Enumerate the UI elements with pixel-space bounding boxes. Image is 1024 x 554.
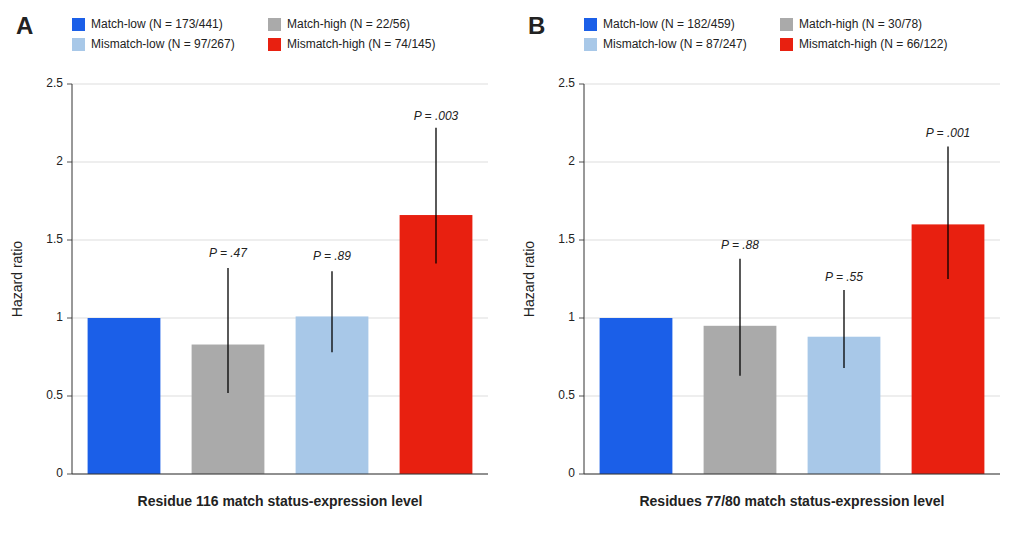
legend-swatch bbox=[780, 38, 793, 51]
y-tick-label: 1.5 bbox=[558, 232, 575, 246]
panel: 0 0.5 1 1.5 2 2.5 P = .47 P = .89 P = .003 Residu… bbox=[9, 12, 488, 509]
grid-line bbox=[72, 474, 488, 475]
panel: 0 0.5 1 1.5 2 2.5 P = .88 P = .55 P = .001 Residu… bbox=[521, 12, 1000, 509]
legend-label: Match-high (N = 30/78) bbox=[799, 17, 922, 31]
y-tick-label: 0.5 bbox=[558, 388, 575, 402]
legend-swatch bbox=[72, 38, 85, 51]
legend-swatch bbox=[780, 18, 793, 31]
y-axis-label: Hazard ratio bbox=[9, 241, 25, 317]
y-tick bbox=[579, 84, 584, 85]
y-tick-label: 2 bbox=[56, 154, 63, 168]
y-tick-label: 1 bbox=[56, 310, 63, 324]
p-value-label: P = .55 bbox=[825, 270, 863, 284]
legend-label: Mismatch-high (N = 74/145) bbox=[287, 37, 435, 51]
grid-line bbox=[584, 474, 1000, 475]
grid-line bbox=[72, 84, 488, 85]
legend-label: Mismatch-low (N = 87/247) bbox=[603, 37, 747, 51]
y-tick bbox=[67, 84, 72, 85]
panel-label: B bbox=[528, 12, 545, 39]
error-bar bbox=[739, 259, 740, 376]
legend: Match-low (N = 182/459) Match-high (N = 3… bbox=[584, 17, 947, 51]
p-value-label: P = .88 bbox=[721, 238, 759, 252]
legend-label: Match-high (N = 22/56) bbox=[287, 17, 410, 31]
legend-swatch bbox=[72, 18, 85, 31]
p-value-label: P = .47 bbox=[209, 246, 248, 260]
bar bbox=[600, 318, 673, 474]
p-value-label: P = .89 bbox=[313, 249, 351, 263]
y-tick bbox=[67, 240, 72, 241]
legend-swatch bbox=[584, 38, 597, 51]
y-axis bbox=[584, 84, 585, 474]
y-tick bbox=[67, 318, 72, 319]
x-axis bbox=[72, 474, 488, 475]
error-bar bbox=[947, 146, 948, 279]
legend-label: Mismatch-low (N = 97/267) bbox=[91, 37, 235, 51]
y-tick bbox=[579, 318, 584, 319]
error-bar bbox=[435, 128, 436, 264]
y-tick-label: 1.5 bbox=[46, 232, 63, 246]
y-axis bbox=[72, 84, 73, 474]
legend: Match-low (N = 173/441) Match-high (N = 2… bbox=[72, 17, 435, 51]
bar bbox=[88, 318, 161, 474]
y-tick-label: 2.5 bbox=[46, 76, 63, 90]
y-tick-label: 0.5 bbox=[46, 388, 63, 402]
p-value-label: P = .003 bbox=[414, 109, 459, 123]
p-value-label: P = .001 bbox=[926, 126, 971, 140]
grid-line bbox=[584, 162, 1000, 163]
legend-swatch bbox=[584, 18, 597, 31]
y-tick bbox=[579, 396, 584, 397]
y-tick-label: 1 bbox=[568, 310, 575, 324]
y-tick bbox=[579, 240, 584, 241]
chart-canvas: 0 0.5 1 1.5 2 2.5 P = .47 P = .89 P = .003 Residu… bbox=[0, 0, 1024, 554]
y-tick bbox=[67, 162, 72, 163]
y-tick-label: 0 bbox=[56, 466, 63, 480]
y-tick bbox=[579, 162, 584, 163]
x-axis-label: Residues 77/80 match status-expression l… bbox=[639, 493, 944, 509]
grid-line bbox=[584, 84, 1000, 85]
grid-line bbox=[72, 162, 488, 163]
y-tick-label: 0 bbox=[568, 466, 575, 480]
y-axis-label: Hazard ratio bbox=[521, 241, 537, 317]
y-tick bbox=[67, 474, 72, 475]
legend-swatch bbox=[268, 18, 281, 31]
panel-label: A bbox=[16, 12, 33, 39]
y-tick-label: 2.5 bbox=[558, 76, 575, 90]
error-bar bbox=[227, 268, 228, 393]
plot-area bbox=[600, 146, 985, 474]
y-tick-label: 2 bbox=[568, 154, 575, 168]
legend-label: Mismatch-high (N = 66/122) bbox=[799, 37, 947, 51]
error-bar bbox=[843, 290, 844, 368]
error-bar bbox=[331, 271, 332, 352]
x-axis-label: Residue 116 match status-expression leve… bbox=[138, 493, 423, 509]
x-axis bbox=[584, 474, 1000, 475]
y-tick bbox=[579, 474, 584, 475]
legend-swatch bbox=[268, 38, 281, 51]
legend-label: Match-low (N = 182/459) bbox=[603, 17, 735, 31]
legend-label: Match-low (N = 173/441) bbox=[91, 17, 223, 31]
plot-area bbox=[88, 128, 473, 474]
y-tick bbox=[67, 396, 72, 397]
